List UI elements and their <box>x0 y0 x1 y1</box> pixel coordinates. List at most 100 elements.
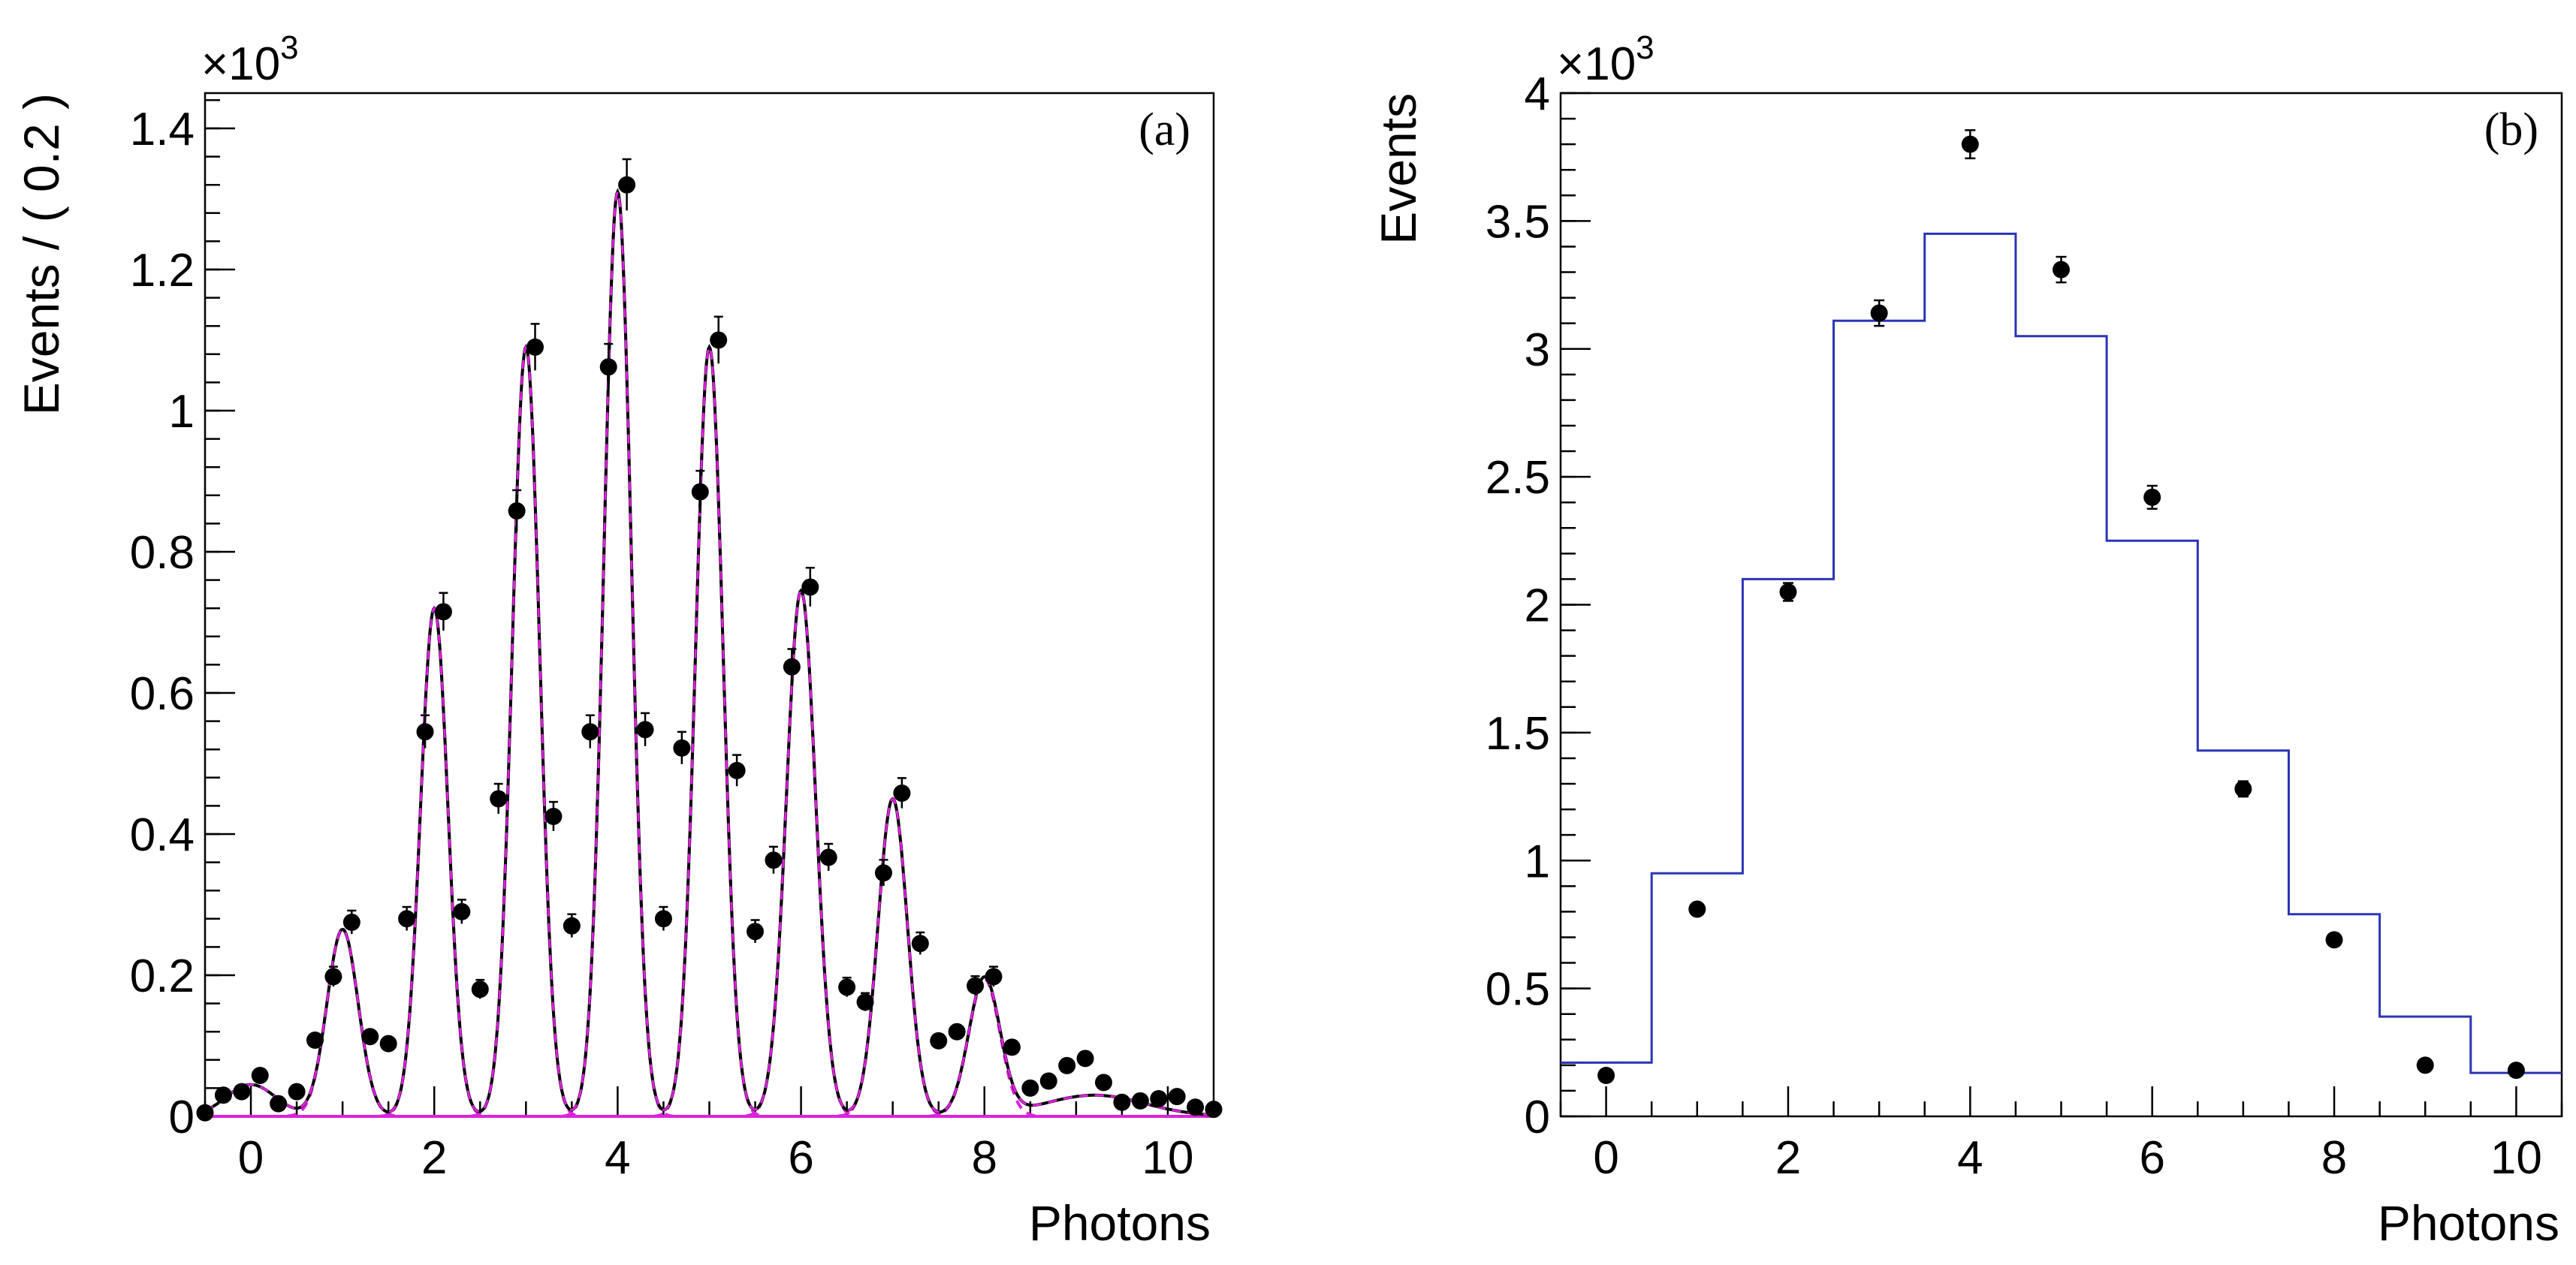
data-point <box>2416 1056 2434 1074</box>
panel-a-ytick-label: 0.4 <box>130 809 195 861</box>
panel-b-ytick-label: 3.5 <box>1486 196 1550 248</box>
panel-b-ytick-label: 1 <box>1525 836 1550 887</box>
data-point <box>1150 1090 1168 1107</box>
data-point <box>453 902 471 920</box>
data-point <box>508 501 526 520</box>
panel-b-points <box>1597 129 2525 1084</box>
data-point <box>838 978 856 996</box>
data-point <box>783 658 801 676</box>
panel-b-ytick-label: 0.5 <box>1486 964 1550 1016</box>
data-point <box>1187 1098 1205 1116</box>
panel-b-ytick-label: 4 <box>1525 68 1550 120</box>
panel-b: 0 2 4 6 8 10 0 0.5 1 1.5 2 2.5 3 3.5 4 (b) ×103 Photon… <box>1371 29 2563 1251</box>
data-point <box>654 910 672 928</box>
data-point <box>765 851 783 869</box>
panel-a-ytick-label: 0 <box>169 1092 195 1143</box>
panel-a-ytick-label: 0.8 <box>130 527 195 579</box>
data-point <box>1058 1056 1076 1074</box>
panel-a-xtick-label: 2 <box>421 1132 447 1184</box>
data-point <box>948 1023 966 1041</box>
data-point <box>1003 1038 1021 1056</box>
data-point <box>490 790 508 808</box>
panel-a-label: (a) <box>1139 104 1190 155</box>
data-point <box>710 331 728 349</box>
panel-b-ytick-label: 3 <box>1525 324 1550 376</box>
panel-b-xtick-label: 10 <box>2490 1132 2542 1184</box>
data-point <box>967 977 985 995</box>
histogram-line <box>1560 232 2562 1074</box>
data-point <box>985 968 1003 986</box>
data-point <box>581 723 599 741</box>
data-point <box>801 578 819 596</box>
panel-b-scale-label: ×103 <box>1557 29 1654 90</box>
panel-a-xlabel: Photons <box>1029 1195 1211 1251</box>
panel-a-xtick-label: 4 <box>605 1132 630 1184</box>
panel-b-ylabel: Events <box>1371 93 1426 245</box>
component-curve <box>654 344 765 1118</box>
data-point <box>2507 1062 2525 1080</box>
data-point <box>398 910 416 928</box>
panel-b-xtick-label: 0 <box>1593 1132 1618 1184</box>
data-point <box>1131 1092 1149 1110</box>
data-point <box>233 1083 251 1101</box>
panel-a-components <box>205 188 1214 1118</box>
data-point <box>2053 261 2070 279</box>
data-point <box>251 1066 269 1084</box>
fit-curve-overlay <box>204 188 1214 1116</box>
panel-a-xtick-label: 0 <box>238 1132 264 1184</box>
data-point <box>214 1086 232 1104</box>
data-point <box>618 176 636 194</box>
data-point <box>471 980 489 998</box>
data-point <box>288 1083 306 1101</box>
data-point <box>819 848 837 866</box>
data-point <box>1205 1101 1223 1119</box>
panel-a-fit <box>204 188 1214 1117</box>
data-point <box>599 358 617 376</box>
data-point <box>563 917 581 935</box>
data-point <box>2143 488 2161 506</box>
data-point <box>874 864 892 882</box>
data-point <box>1021 1079 1039 1097</box>
data-point <box>379 1035 397 1053</box>
data-point <box>1870 304 1888 322</box>
data-point <box>2325 931 2343 949</box>
panel-a-ticks: 0 2 4 6 8 10 0 0.2 0.4 0.6 0.8 1 1.2 1.4 <box>130 99 1215 1184</box>
data-point <box>270 1095 288 1113</box>
data-point <box>691 483 709 501</box>
component-curve <box>837 797 949 1118</box>
data-point <box>196 1104 214 1122</box>
panel-b-label: (b) <box>2484 104 2538 155</box>
data-point <box>930 1032 948 1050</box>
panel-a-scale-label: ×103 <box>201 29 299 90</box>
panel-a-ytick-label: 0.6 <box>130 668 195 720</box>
data-point <box>1688 900 1706 918</box>
data-point <box>856 993 874 1011</box>
panel-a-ytick-label: 0.2 <box>130 950 195 1002</box>
panel-a-ylabel: Events / ( 0.2 ) <box>14 93 69 415</box>
fit-curve <box>204 188 1214 1117</box>
data-point <box>636 721 654 739</box>
component-curve <box>563 188 673 1118</box>
data-point <box>911 935 929 953</box>
data-point <box>526 338 544 356</box>
data-point <box>1094 1074 1112 1092</box>
data-point <box>544 808 563 825</box>
data-point <box>1779 583 1797 601</box>
panel-a: 0 2 4 6 8 10 0 0.2 0.4 0.6 0.8 1 1.2 1.4 (a) ×103 Pho… <box>14 29 1223 1251</box>
panel-a-frame <box>204 92 1215 1118</box>
panel-b-xtick-label: 2 <box>1775 1132 1801 1184</box>
data-point <box>324 968 342 986</box>
panel-a-xtick-label: 6 <box>788 1132 813 1184</box>
data-point <box>1113 1093 1131 1111</box>
data-point <box>747 923 765 941</box>
data-point <box>342 914 360 931</box>
data-point <box>416 723 434 741</box>
data-point <box>1597 1066 1615 1084</box>
data-point <box>893 784 911 802</box>
data-point <box>306 1031 324 1049</box>
data-point <box>728 761 746 779</box>
panel-a-ytick-label: 1.2 <box>130 245 195 297</box>
data-point <box>1168 1088 1186 1106</box>
panel-a-xtick-label: 8 <box>972 1132 997 1184</box>
